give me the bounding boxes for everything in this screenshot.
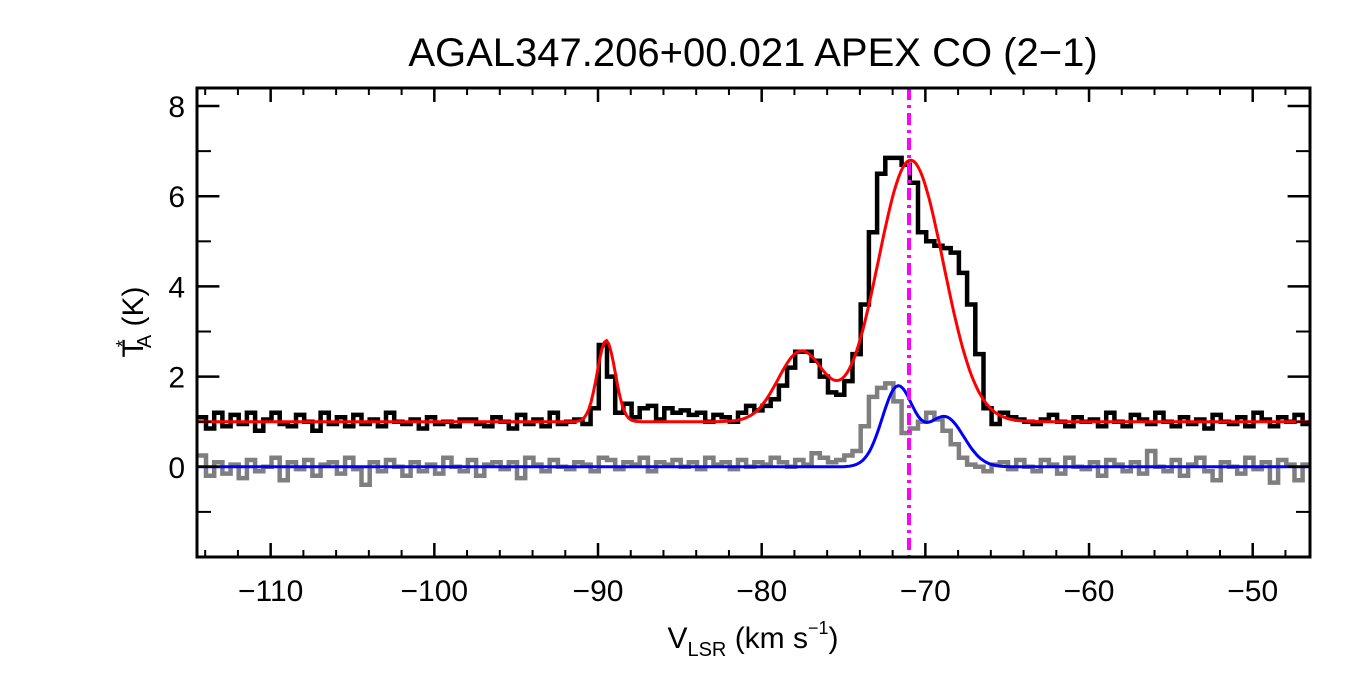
- y-tick-label: 8: [168, 91, 185, 124]
- y-tick-label: 2: [168, 362, 185, 395]
- y-tick-label: 0: [168, 452, 185, 485]
- x-tick-label: −70: [900, 575, 951, 608]
- x-tick-label: −60: [1064, 575, 1115, 608]
- y-axis-label: T*A (K): [113, 286, 156, 357]
- y-tick-label: 4: [168, 271, 185, 304]
- series-co-2-1-spectrum: [197, 155, 1310, 433]
- plot-frame: [195, 86, 1312, 559]
- series-gaussian-fit-lower: [197, 384, 1310, 469]
- series-layer: [197, 155, 1310, 488]
- x-tick-label: −90: [573, 575, 624, 608]
- y-tick-label: 6: [168, 181, 185, 214]
- tick-layer: −110 −100 −90 −80 −70 −60 −50 0 2 4 6 8: [168, 88, 1310, 608]
- series-gaussian-fit-upper: [197, 158, 1310, 424]
- x-tick-label: −80: [736, 575, 787, 608]
- series-lower-spectrum: [197, 381, 1310, 488]
- x-tick-label: −100: [401, 575, 469, 608]
- chart-title: AGAL347.206+00.021 APEX CO (2−1): [408, 31, 1097, 75]
- x-tick-label: −50: [1227, 575, 1278, 608]
- x-tick-label: −110: [238, 575, 303, 608]
- x-axis-label: VLSR (km s−1): [667, 618, 838, 661]
